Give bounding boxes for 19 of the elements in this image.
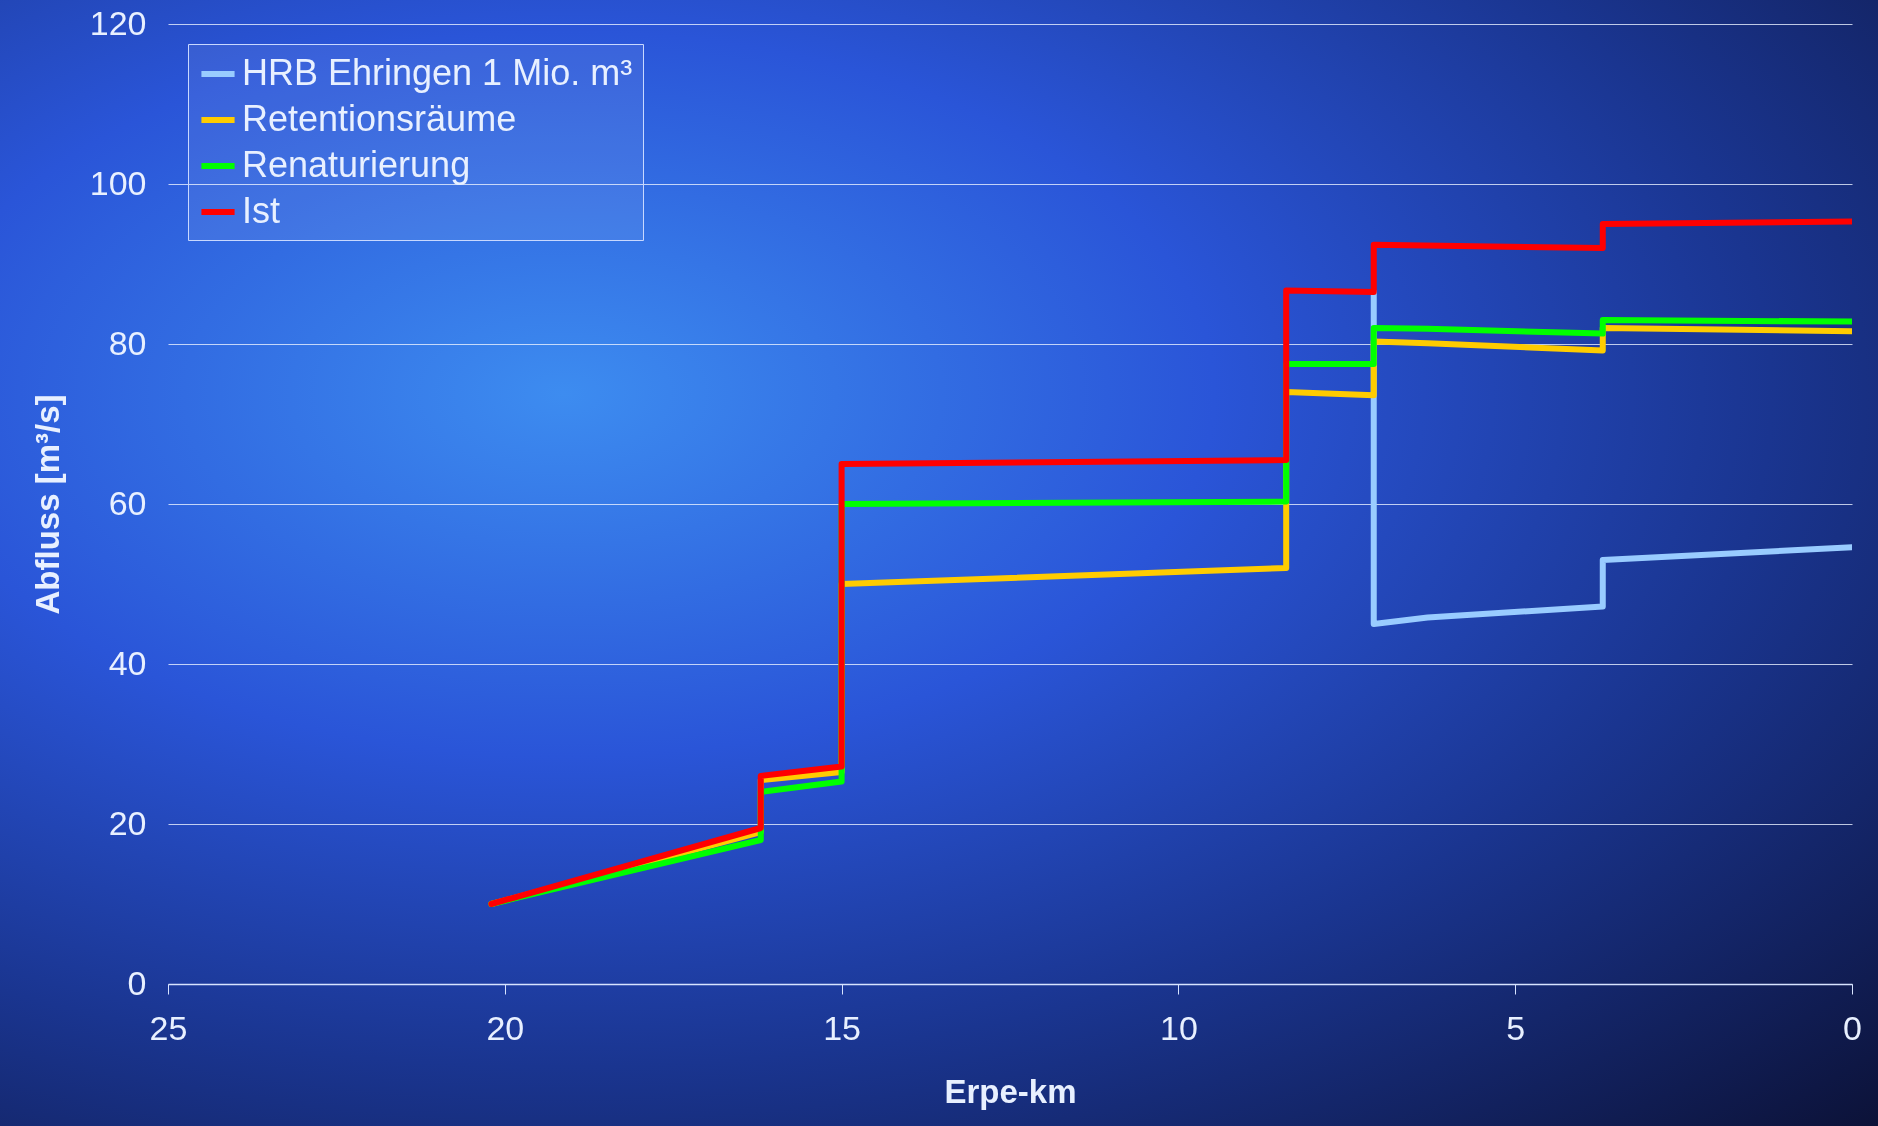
x-tick-label: 15 [823,1008,862,1047]
legend-label: Retentionsräume [242,98,517,139]
legend-label: HRB Ehringen 1 Mio. m³ [242,52,633,93]
y-tick-label: 0 [127,963,147,1002]
y-tick-label: 120 [89,3,147,42]
y-tick-label: 60 [108,483,147,522]
x-axis-title: Erpe-km [944,1072,1077,1110]
x-tick-label: 25 [149,1008,188,1047]
legend-label: Renaturierung [242,144,471,185]
y-tick-label: 20 [108,803,147,842]
x-tick-label: 5 [1506,1008,1526,1047]
x-tick-label: 0 [1843,1008,1862,1047]
y-tick-label: 40 [108,643,147,682]
y-tick-label: 80 [108,323,147,362]
x-tick-label: 20 [486,1008,525,1047]
legend-label: Ist [242,190,281,231]
y-axis-title: Abfluss [m³/s] [28,394,66,615]
x-tick-label: 10 [1159,1008,1198,1047]
y-tick-label: 100 [89,163,147,202]
